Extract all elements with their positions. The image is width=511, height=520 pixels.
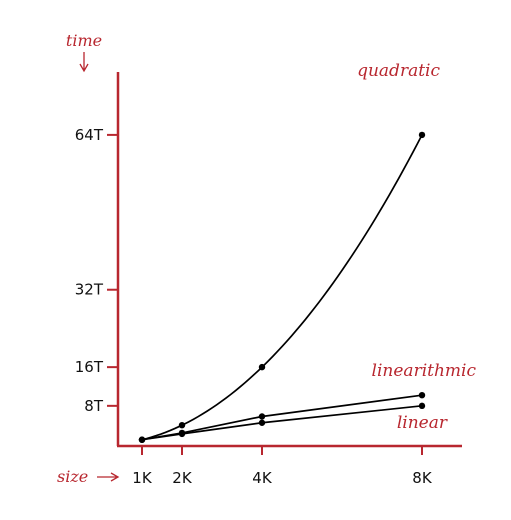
series-label-linearithmic: linearithmic: [372, 361, 477, 381]
data-point-linear: [178, 430, 186, 438]
data-point-linear: [258, 419, 266, 426]
series-line-linear: [141, 404, 423, 441]
data-point-linearithmic: [258, 413, 266, 420]
x-axis-group: size: [57, 444, 462, 486]
x-axis-arrow-icon: [97, 472, 120, 482]
series-line-quadratic: [141, 134, 423, 441]
x-tick-label: 1K: [132, 469, 153, 487]
data-point-linearithmic: [418, 391, 426, 399]
y-axis-arrow-icon: [79, 52, 89, 73]
y-axis-group: time: [66, 31, 120, 446]
data-point-quadratic: [418, 131, 426, 139]
x-axis-label: size: [57, 467, 88, 486]
data-point-quadratic: [178, 421, 186, 429]
ticks-group: 1K 2K 4K 8K 8T 16T 32T 64T: [75, 126, 433, 487]
y-axis-label: time: [66, 31, 102, 50]
series-label-linear: linear: [397, 413, 448, 433]
x-tick-label: 4K: [252, 469, 273, 487]
data-point-quadratic: [258, 363, 266, 371]
y-tick-label: 64T: [75, 126, 104, 144]
series-group: quadratic linearithmic linear: [138, 61, 477, 443]
y-tick-label: 8T: [84, 397, 104, 415]
series-label-quadratic: quadratic: [357, 61, 440, 81]
data-point-linear: [418, 402, 426, 410]
y-tick-label: 16T: [75, 358, 104, 376]
x-tick-label: 8K: [412, 469, 433, 487]
x-tick-label: 2K: [172, 469, 193, 487]
data-point-linear: [138, 436, 146, 443]
y-tick-label: 32T: [75, 281, 104, 299]
